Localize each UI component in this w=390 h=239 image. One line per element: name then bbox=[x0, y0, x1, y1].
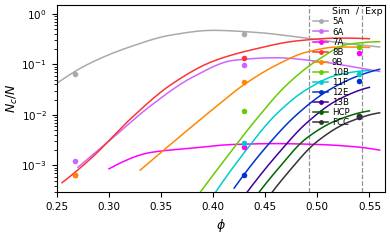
Legend: Sim  /  Exp, 5A, 6A, 7A, 8B, 9B, 10B, 11F, 12E, 13B, HCP, FCC: Sim / Exp, 5A, 6A, 7A, 8B, 9B, 10B, 11F,… bbox=[312, 7, 383, 128]
Y-axis label: $N_c/N$: $N_c/N$ bbox=[5, 83, 20, 113]
X-axis label: $\phi$: $\phi$ bbox=[216, 217, 226, 234]
